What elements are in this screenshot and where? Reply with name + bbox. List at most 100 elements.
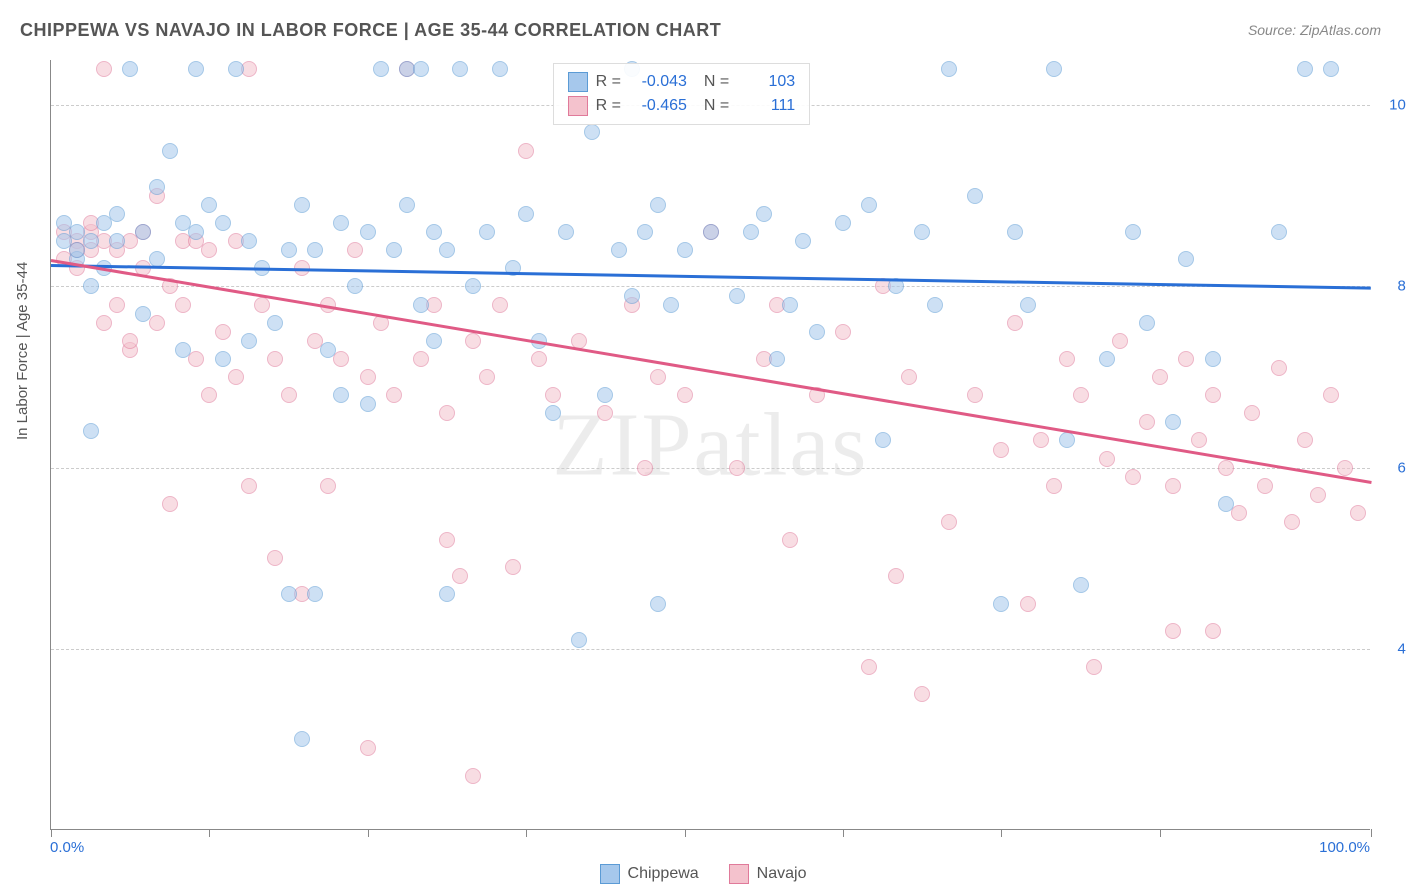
navajo-point (1257, 478, 1273, 494)
chippewa-point (914, 224, 930, 240)
chippewa-point (333, 387, 349, 403)
chippewa-point (584, 124, 600, 140)
correlation-legend: R =-0.043 N =103R =-0.465 N =111 (553, 63, 811, 125)
chippewa-point (650, 596, 666, 612)
navajo-point (637, 460, 653, 476)
navajo-point (1112, 333, 1128, 349)
chippewa-point (452, 61, 468, 77)
navajo-point (1350, 505, 1366, 521)
chippewa-point (1073, 577, 1089, 593)
x-tick (685, 829, 686, 837)
navajo-point (650, 369, 666, 385)
chippewa-point (624, 288, 640, 304)
chippewa-point (188, 224, 204, 240)
chippewa-point (399, 197, 415, 213)
chippewa-point (967, 188, 983, 204)
chippewa-point (1125, 224, 1141, 240)
chippewa-point (1218, 496, 1234, 512)
navajo-point (479, 369, 495, 385)
chippewa-point (1165, 414, 1181, 430)
chippewa-point (162, 143, 178, 159)
navajo-point (281, 387, 297, 403)
n-label: N = (695, 97, 729, 115)
navajo-point (465, 768, 481, 784)
chippewa-point (333, 215, 349, 231)
chippewa-swatch (568, 72, 588, 92)
navajo-point (149, 315, 165, 331)
navajo-point (1310, 487, 1326, 503)
r-label: R = (596, 97, 621, 115)
chippewa-point (267, 315, 283, 331)
navajo-point (201, 242, 217, 258)
chippewa-point (637, 224, 653, 240)
y-tick-label: 100.0% (1380, 97, 1406, 114)
chippewa-legend-label: Chippewa (628, 865, 699, 883)
x-tick (843, 829, 844, 837)
navajo-point (188, 351, 204, 367)
navajo-point (677, 387, 693, 403)
navajo-point (122, 333, 138, 349)
navajo-point (1205, 387, 1221, 403)
navajo-point (1271, 360, 1287, 376)
correlation-legend-row-chippewa: R =-0.043 N =103 (568, 70, 796, 94)
chippewa-point (703, 224, 719, 240)
chippewa-point (413, 61, 429, 77)
chippewa-point (1139, 315, 1155, 331)
chippewa-point (149, 179, 165, 195)
navajo-point (1152, 369, 1168, 385)
legend-item-chippewa: Chippewa (600, 864, 699, 884)
r-label: R = (596, 73, 621, 91)
chippewa-point (360, 224, 376, 240)
navajo-point (333, 351, 349, 367)
chippewa-point (927, 297, 943, 313)
navajo-point (267, 351, 283, 367)
chippewa-r-value: -0.043 (629, 73, 687, 91)
chippewa-point (215, 351, 231, 367)
chippewa-point (426, 333, 442, 349)
y-tick-label: 40.0% (1380, 640, 1406, 657)
navajo-point (1165, 623, 1181, 639)
navajo-point (465, 333, 481, 349)
chippewa-point (545, 405, 561, 421)
chippewa-point (756, 206, 772, 222)
chippewa-point (1020, 297, 1036, 313)
navajo-point (1191, 432, 1207, 448)
x-tick (1001, 829, 1002, 837)
y-tick-label: 60.0% (1380, 459, 1406, 476)
chippewa-point (1297, 61, 1313, 77)
chippewa-point (439, 586, 455, 602)
chippewa-point (360, 396, 376, 412)
navajo-point (1020, 596, 1036, 612)
chippewa-point (307, 586, 323, 602)
chippewa-point (558, 224, 574, 240)
navajo-point (1139, 414, 1155, 430)
navajo-legend-swatch (729, 864, 749, 884)
navajo-r-value: -0.465 (629, 97, 687, 115)
x-tick (526, 829, 527, 837)
navajo-point (1218, 460, 1234, 476)
chippewa-point (1059, 432, 1075, 448)
navajo-point (518, 143, 534, 159)
chippewa-point (307, 242, 323, 258)
x-axis-max-label: 100.0% (1319, 839, 1370, 856)
chippewa-point (479, 224, 495, 240)
navajo-point (993, 442, 1009, 458)
gridline-horizontal (51, 468, 1370, 469)
navajo-point (96, 315, 112, 331)
chippewa-point (597, 387, 613, 403)
source-attribution: Source: ZipAtlas.com (1248, 22, 1381, 38)
chippewa-point (135, 306, 151, 322)
navajo-point (1046, 478, 1062, 494)
chippewa-point (109, 206, 125, 222)
navajo-swatch (568, 96, 588, 116)
chippewa-point (795, 233, 811, 249)
chippewa-point (993, 596, 1009, 612)
navajo-n-value: 111 (737, 97, 795, 115)
navajo-point (1297, 432, 1313, 448)
gridline-horizontal (51, 286, 1370, 287)
navajo-point (241, 478, 257, 494)
x-tick (368, 829, 369, 837)
chippewa-point (663, 297, 679, 313)
navajo-point (1007, 315, 1023, 331)
x-axis-min-label: 0.0% (50, 839, 84, 856)
